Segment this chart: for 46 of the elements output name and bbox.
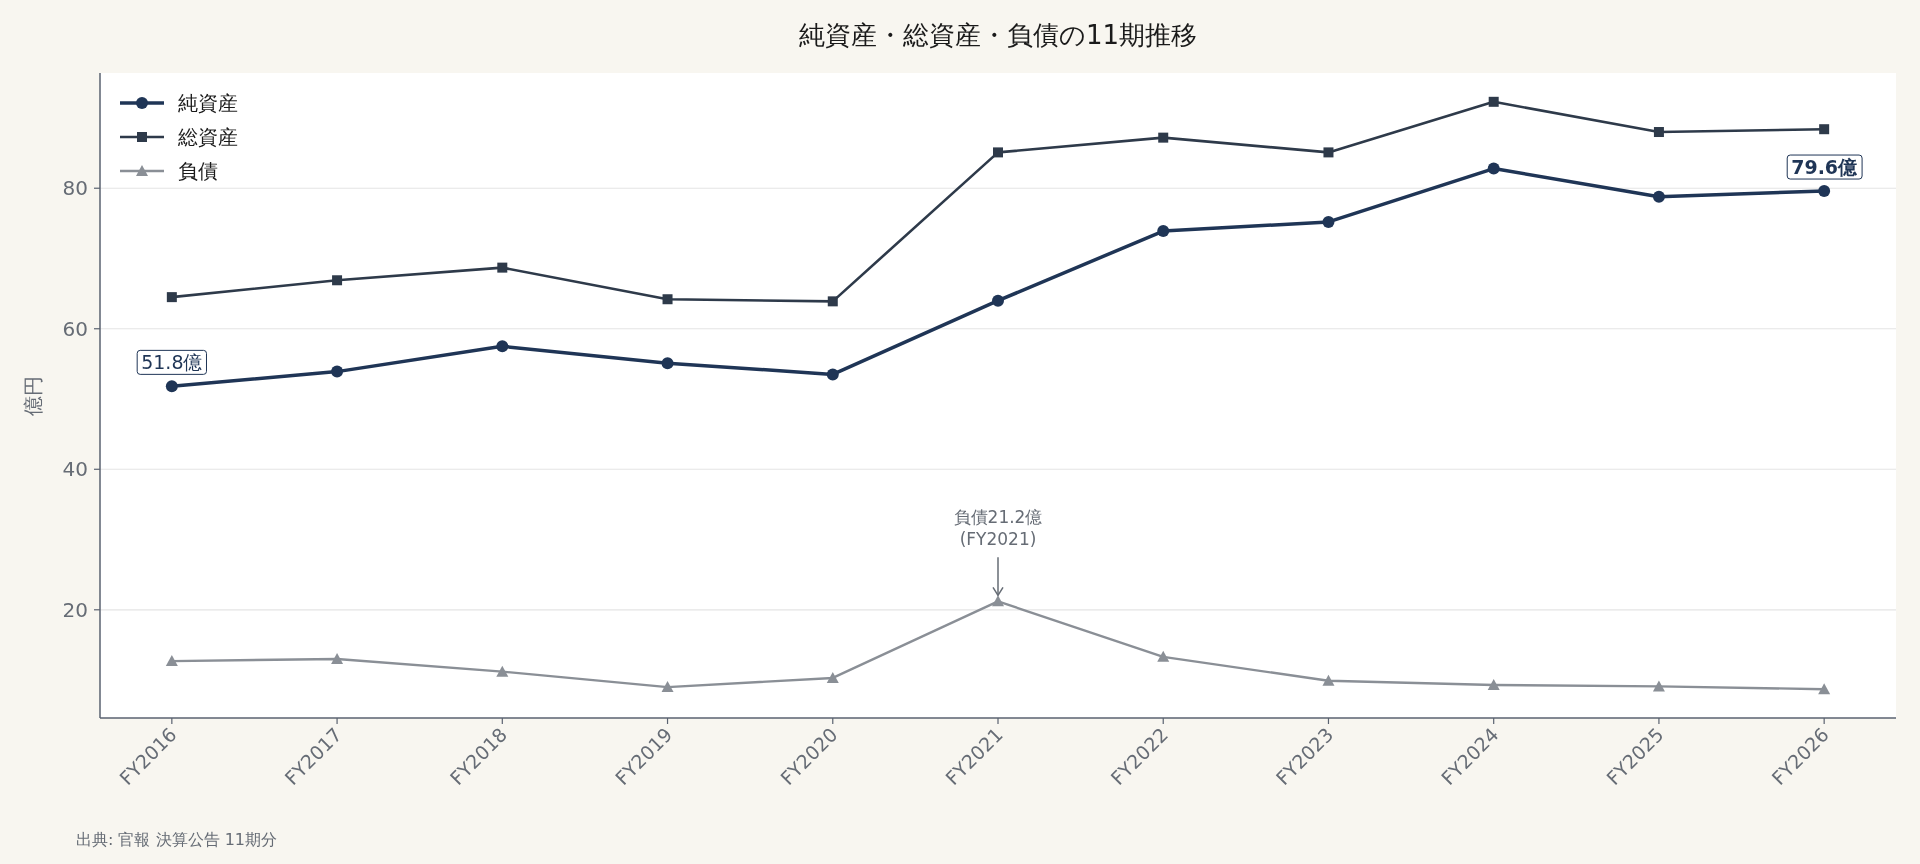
point xyxy=(1652,190,1665,203)
point xyxy=(661,357,674,370)
point xyxy=(1653,127,1664,138)
point xyxy=(166,292,177,303)
point xyxy=(497,262,508,273)
point xyxy=(1157,225,1170,238)
annotation: 79.6億 xyxy=(1791,156,1859,179)
point xyxy=(1487,162,1500,175)
point xyxy=(1322,215,1335,228)
point xyxy=(826,671,839,683)
point xyxy=(1488,96,1499,107)
point xyxy=(496,665,509,677)
annotation: 51.8億 xyxy=(141,351,203,374)
point xyxy=(992,595,1004,607)
point xyxy=(331,652,344,664)
y-tick-label: 60 xyxy=(62,316,88,341)
y-axis-title: 億円 xyxy=(21,375,45,416)
point xyxy=(827,296,838,307)
point xyxy=(1487,678,1500,690)
y-tick-label: 80 xyxy=(62,176,88,201)
point xyxy=(496,340,509,353)
point xyxy=(1819,124,1830,135)
point xyxy=(993,147,1003,158)
point xyxy=(662,294,673,305)
point xyxy=(1323,147,1334,158)
point xyxy=(1652,680,1665,692)
legend-label: 総資産 xyxy=(177,125,238,149)
chart-title: 純資産・総資産・負債の11期推移 xyxy=(798,20,1198,50)
source-note: 出典: 官報 決算公告 11期分 xyxy=(76,830,278,849)
point xyxy=(165,380,178,393)
point xyxy=(165,655,178,667)
point xyxy=(826,368,839,381)
point xyxy=(661,681,674,693)
point xyxy=(1818,185,1831,198)
point xyxy=(992,294,1004,307)
point xyxy=(1322,674,1335,686)
y-tick-label: 40 xyxy=(62,457,88,482)
annotation: 負債21.2億 (FY2021) xyxy=(953,507,1043,550)
point xyxy=(331,365,344,378)
y-tick-label: 20 xyxy=(62,597,88,622)
point xyxy=(332,275,343,286)
point xyxy=(1158,132,1169,143)
legend-label: 純資産 xyxy=(178,91,238,115)
point xyxy=(1818,683,1831,695)
legend-label: 負債 xyxy=(178,159,218,183)
point xyxy=(1157,650,1170,662)
